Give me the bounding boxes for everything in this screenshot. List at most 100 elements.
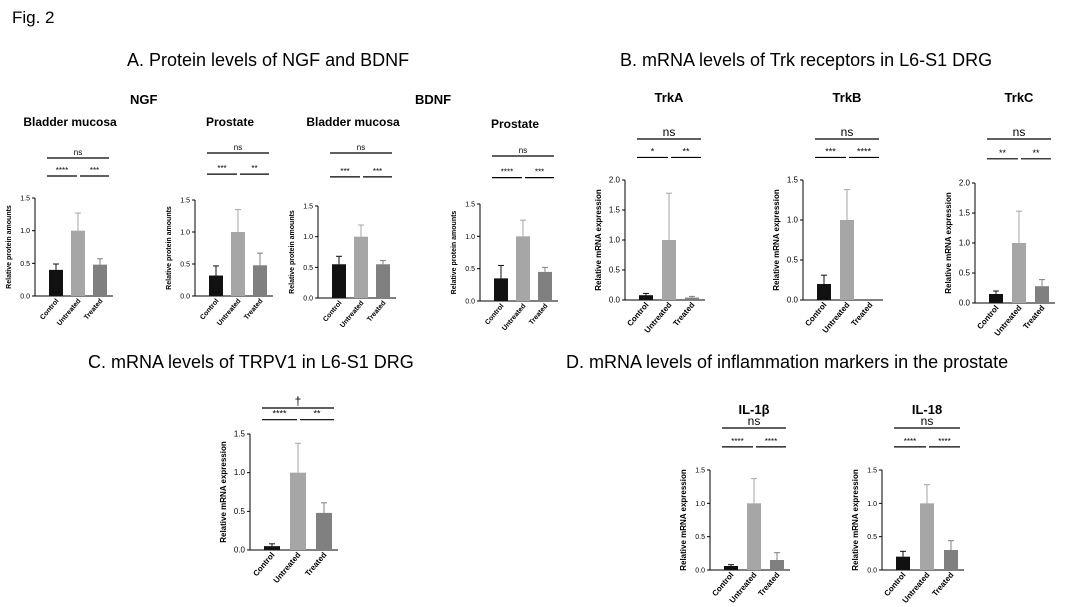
y-tick-label: 1.5 (303, 204, 313, 211)
significance-label: **** (56, 166, 68, 175)
bar-control (49, 269, 63, 296)
y-tick-label: 1.0 (959, 239, 971, 248)
y-tick-label: 0.0 (867, 568, 877, 575)
y-tick-label: 0.5 (180, 262, 190, 269)
y-axis-label: Relative protein amounts (6, 205, 13, 289)
bar-treated (253, 265, 267, 296)
significance-label: **** (501, 168, 513, 177)
bar-treated (538, 271, 552, 301)
significance-label: ns (357, 143, 365, 152)
significance-label: ns (841, 125, 854, 139)
x-tick-label: Treated (1021, 303, 1046, 331)
x-tick-label: Control (322, 300, 343, 324)
significance-label: ** (251, 164, 257, 173)
bar-treated (93, 264, 107, 296)
section-title-c: C. mRNA levels of TRPV1 in L6-S1 DRG (88, 352, 414, 372)
bar-untreated (354, 236, 368, 298)
significance-label: † (295, 394, 302, 408)
y-tick-label: 1.0 (609, 236, 621, 245)
section-title-b: B. mRNA levels of Trk receptors in L6-S1… (620, 50, 993, 70)
y-tick-label: 1.0 (180, 230, 190, 237)
x-tick-label: Treated (849, 300, 874, 328)
bar-control (989, 294, 1003, 303)
bar-treated (944, 550, 958, 570)
chart-title: Bladder mucosa (23, 115, 117, 129)
y-tick-label: 0.0 (303, 296, 313, 303)
y-tick-label: 0.0 (234, 546, 246, 555)
bar-untreated (662, 240, 676, 300)
y-axis-label: Relative protein amounts (289, 210, 296, 294)
y-tick-label: 1.0 (695, 501, 705, 508)
significance-label: *** (535, 168, 544, 177)
x-tick-label: Untreated (272, 550, 303, 584)
y-tick-label: 2.0 (609, 176, 621, 185)
bar-untreated (71, 230, 85, 296)
significance-label: *** (217, 164, 226, 173)
y-tick-label: 1.5 (465, 202, 475, 209)
significance-label: **** (272, 409, 287, 419)
chart-trkb: TrkB 0.0 0.5 1.0 1.5 Relative mRNA expression… (772, 90, 883, 335)
chart-ngf-bladder-mucosa: Bladder mucosa 0.0 0.5 1.0 1.5 Relative prote… (6, 115, 117, 327)
x-tick-label: Control (251, 551, 276, 579)
chart-trkc: TrkC 0.0 0.5 1.0 1.5 2.0 Relative mRNA express… (944, 90, 1055, 338)
x-tick-label: Control (199, 298, 220, 322)
chart-title: Prostate (491, 117, 539, 131)
bar-control (264, 546, 280, 550)
y-tick-label: 0.0 (959, 299, 971, 308)
chart-title: IL-1β (738, 402, 769, 417)
significance-label: ns (74, 148, 82, 157)
y-tick-label: 1.5 (609, 206, 621, 215)
x-tick-label: Treated (671, 300, 696, 328)
bar-control (896, 556, 910, 570)
bar-treated (1035, 286, 1049, 303)
x-tick-label: Treated (243, 298, 264, 322)
y-tick-label: 1.0 (20, 228, 30, 235)
y-tick-label: 1.0 (234, 468, 246, 477)
significance-label: *** (825, 146, 836, 156)
x-tick-label: Control (484, 303, 505, 327)
y-tick-label: 1.5 (695, 468, 705, 475)
y-tick-label: 1.5 (20, 196, 30, 203)
significance-label: *** (90, 166, 99, 175)
y-tick-label: 1.0 (867, 501, 877, 508)
section-title-a: A. Protein levels of NGF and BDNF (127, 50, 410, 70)
significance-label: **** (938, 437, 950, 446)
y-axis-label: Relative mRNA expression (772, 189, 781, 291)
significance-label: **** (904, 437, 916, 446)
y-tick-label: 1.5 (867, 468, 877, 475)
chart-title: TrkA (655, 90, 685, 105)
chart-trpv1: 0.0 0.5 1.0 1.5 Relative mRNA expression Cont… (219, 394, 338, 585)
y-axis-label: Relative protein amounts (166, 206, 173, 290)
chart-title: Prostate (206, 115, 254, 129)
y-tick-label: 0.5 (234, 507, 246, 516)
x-tick-label: Control (39, 298, 60, 322)
y-axis-label: Relative mRNA expression (851, 469, 860, 571)
significance-label: ** (682, 146, 690, 156)
y-tick-label: 0.0 (20, 294, 30, 301)
chart-ngf-prostate: Prostate 0.0 0.5 1.0 1.5 Relative protein amo… (166, 115, 273, 327)
significance-label: **** (731, 437, 743, 446)
bar-untreated (290, 472, 306, 550)
y-tick-label: 0.0 (787, 296, 799, 305)
significance-label: ns (663, 125, 676, 139)
y-tick-label: 0.0 (465, 299, 475, 306)
chart-il1b: IL-1β 0.0 0.5 1.0 1.5 Relative mRNA expressio… (679, 402, 790, 604)
chart-bdnf-prostate: Prostate 0.0 0.5 1.0 1.5 Relative protein amo… (451, 117, 558, 332)
x-tick-label: Treated (83, 298, 104, 322)
y-tick-label: 0.5 (609, 266, 621, 275)
y-tick-label: 0.5 (959, 269, 971, 278)
significance-label: ** (313, 409, 321, 419)
y-tick-label: 0.5 (20, 261, 30, 268)
y-axis-label: Relative protein amounts (451, 211, 458, 295)
y-axis-label: Relative mRNA expression (594, 189, 603, 291)
significance-label: ** (1032, 148, 1040, 158)
bar-treated (770, 560, 784, 570)
group-title-ngf: NGF (130, 92, 158, 107)
bar-treated (316, 512, 332, 550)
bar-untreated (747, 503, 761, 570)
y-tick-label: 0.0 (609, 296, 621, 305)
bar-control (724, 566, 738, 570)
bar-control (817, 284, 831, 300)
bar-treated (685, 297, 699, 300)
y-tick-label: 1.0 (787, 216, 799, 225)
